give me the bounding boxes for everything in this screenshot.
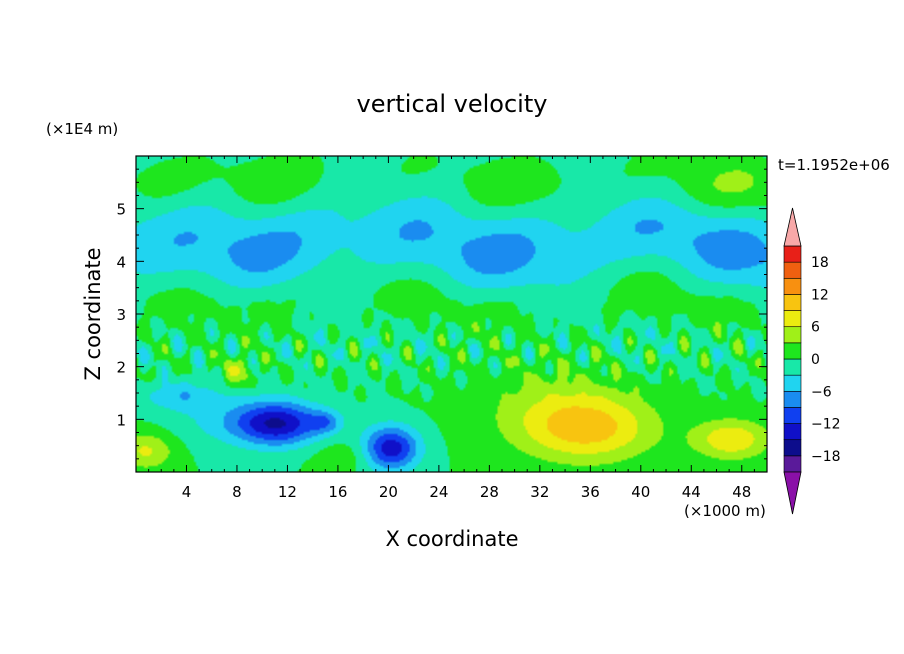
colorbar-tick-label: 6 bbox=[811, 320, 820, 336]
colorbar-swatch bbox=[783, 245, 802, 263]
x-tick-label: 28 bbox=[480, 483, 499, 501]
x-tick-label: 16 bbox=[328, 483, 347, 501]
y-tick-label: 5 bbox=[116, 201, 126, 219]
colorbar-over-arrow bbox=[783, 207, 802, 247]
x-tick-label: 48 bbox=[732, 483, 751, 501]
y-axis: 1 2 3 4 5 bbox=[116, 168, 767, 460]
x-tick-label: 36 bbox=[581, 483, 600, 501]
y-tick-label: 1 bbox=[116, 411, 126, 429]
x-tick-label: 12 bbox=[278, 483, 297, 501]
y-axis-label: Z coordinate bbox=[81, 247, 105, 380]
y-unit-label: (×1E4 m) bbox=[46, 120, 118, 138]
colorbar-swatch bbox=[783, 261, 802, 279]
time-label: t=1.1952e+06 bbox=[778, 156, 890, 174]
y-tick-label: 4 bbox=[116, 253, 126, 271]
colorbar-swatch bbox=[783, 390, 802, 408]
chart-title: vertical velocity bbox=[357, 90, 548, 118]
x-tick-label: 40 bbox=[631, 483, 650, 501]
colorbar-swatch bbox=[783, 310, 802, 328]
y-tick-label: 2 bbox=[116, 359, 126, 377]
colorbar-swatch bbox=[783, 439, 802, 457]
colorbar: −18 −12 −6 0 6 12 18 bbox=[783, 207, 841, 515]
colorbar-tick-label: 0 bbox=[811, 352, 820, 368]
colorbar-swatch bbox=[783, 277, 802, 295]
velocity-field bbox=[136, 156, 767, 472]
colorbar-tick-label: −18 bbox=[811, 449, 841, 465]
x-tick-label: 8 bbox=[232, 483, 242, 501]
x-axis: 4 8 12 16 20 24 28 32 36 40 44 48 bbox=[148, 156, 755, 501]
colorbar-swatch bbox=[783, 342, 802, 360]
x-axis-label: X coordinate bbox=[385, 527, 518, 551]
colorbar-swatch bbox=[783, 423, 802, 441]
x-tick-label: 24 bbox=[429, 483, 448, 501]
colorbar-swatch bbox=[783, 455, 802, 473]
x-unit-label: (×1000 m) bbox=[684, 502, 766, 520]
x-tick-label: 44 bbox=[682, 483, 701, 501]
colorbar-under-arrow bbox=[783, 471, 802, 515]
colorbar-swatch bbox=[783, 294, 802, 311]
plot-area bbox=[135, 155, 768, 473]
colorbar-tick-label: −12 bbox=[811, 417, 841, 433]
colorbar-tick-label: 12 bbox=[811, 287, 829, 303]
x-tick-label: 20 bbox=[379, 483, 398, 501]
colorbar-swatch bbox=[783, 407, 802, 424]
y-tick-label: 3 bbox=[116, 306, 126, 324]
colorbar-tick-label: −6 bbox=[811, 384, 832, 400]
x-tick-label: 4 bbox=[182, 483, 192, 501]
colorbar-swatch bbox=[783, 326, 802, 344]
colorbar-tick-label: 18 bbox=[811, 255, 829, 271]
colorbar-swatch bbox=[783, 374, 802, 392]
colorbar-swatch bbox=[783, 358, 802, 376]
x-tick-label: 32 bbox=[530, 483, 549, 501]
